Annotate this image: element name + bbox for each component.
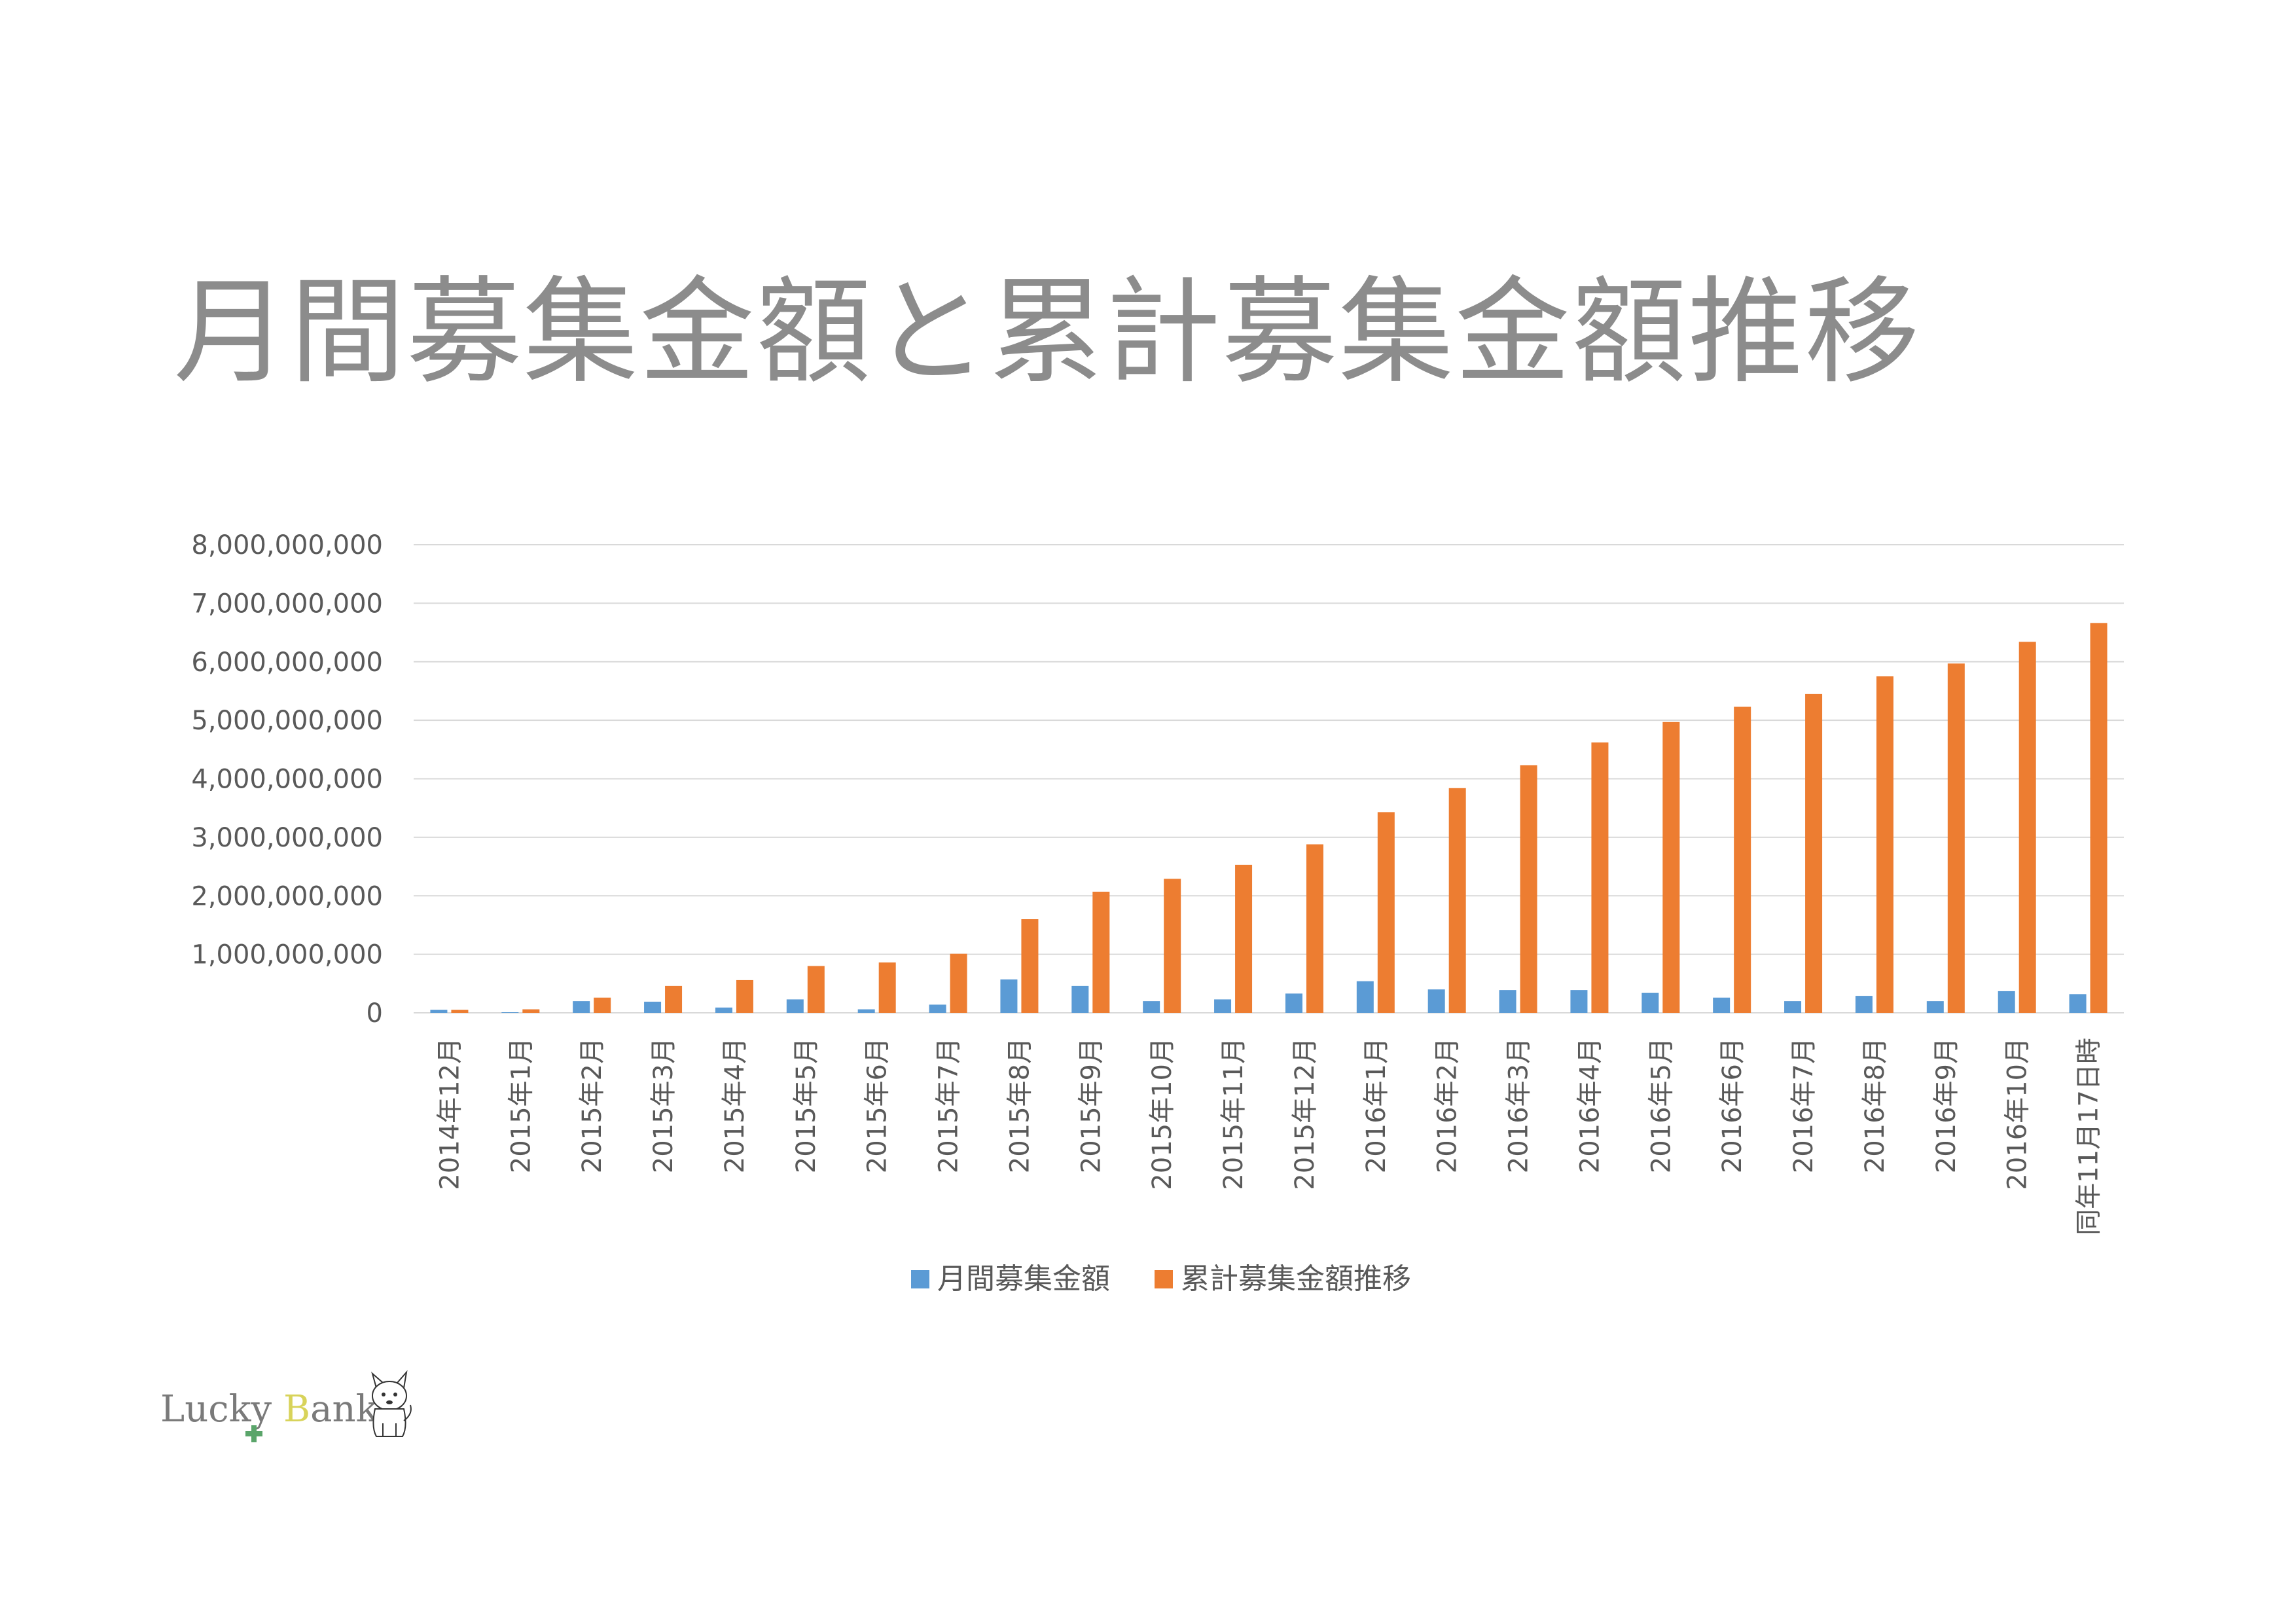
bar-cumulative	[1021, 919, 1039, 1013]
bar-cumulative	[878, 962, 896, 1013]
bar-monthly	[1071, 985, 1089, 1013]
logo-text-lucky: Lucky	[160, 1388, 272, 1431]
bar-monthly	[644, 1002, 662, 1013]
bar-cumulative	[451, 1010, 469, 1013]
x-tick-label: 2016年1月	[1361, 1038, 1391, 1173]
bar-monthly	[1713, 997, 1731, 1013]
x-tick-label: 2015年1月	[506, 1038, 536, 1173]
bar-monthly	[1926, 1001, 1944, 1013]
bar-monthly	[1285, 993, 1302, 1013]
bar-cumulative	[1662, 721, 1680, 1013]
y-tick-label: 1,000,000,000	[191, 940, 383, 970]
x-tick-label: 2016年7月	[1789, 1038, 1819, 1173]
bar-cumulative	[736, 979, 753, 1013]
lucky-bank-logo: Lucky Bank	[160, 1368, 422, 1447]
bar-cumulative	[1448, 788, 1466, 1013]
bar-monthly	[501, 1012, 519, 1013]
bar-cumulative	[1520, 765, 1537, 1013]
bar-monthly	[1356, 981, 1374, 1013]
plus-icon	[245, 1425, 262, 1442]
bar-monthly	[1641, 993, 1659, 1013]
bar-cumulative	[950, 953, 967, 1013]
bar-cumulative	[1377, 812, 1395, 1013]
bar-monthly	[786, 999, 804, 1013]
y-tick-label: 0	[367, 998, 383, 1029]
bar-monthly	[1214, 999, 1232, 1013]
x-tick-label: 2016年9月	[1931, 1038, 1962, 1173]
bar-cumulative	[2090, 623, 2108, 1013]
bar-cumulative	[1092, 891, 1110, 1013]
bar-monthly	[1570, 990, 1588, 1013]
bar-cumulative	[2018, 642, 2036, 1013]
page-title: 月間募集金額と累計募集金額推移	[173, 265, 1922, 399]
bar-cumulative	[807, 966, 825, 1013]
bar-cumulative	[1876, 676, 1893, 1013]
bar-cumulative	[1734, 706, 1751, 1013]
bar-cumulative	[1306, 844, 1323, 1013]
bar-monthly	[857, 1009, 875, 1013]
logo-text: Lucky Bank	[160, 1388, 378, 1431]
y-tick-label: 3,000,000,000	[191, 823, 383, 853]
bar-cumulative	[1947, 663, 1965, 1013]
x-tick-label: 2015年12月	[1290, 1038, 1320, 1190]
x-tick-label: 2014年12月	[435, 1038, 465, 1190]
x-tick-label: 2016年4月	[1575, 1038, 1605, 1173]
x-tick-label: 2015年6月	[863, 1038, 893, 1173]
x-tick-label: 2015年10月	[1147, 1038, 1177, 1190]
x-tick-label: 2016年3月	[1504, 1038, 1534, 1173]
x-tick-label: 2015年9月	[1076, 1038, 1106, 1173]
x-tick-label: 2016年5月	[1646, 1038, 1676, 1173]
bar-monthly	[715, 1007, 732, 1013]
x-tick-label: 2015年3月	[649, 1038, 679, 1173]
y-tick-label: 5,000,000,000	[191, 706, 383, 736]
logo-text-ank: ank	[310, 1388, 378, 1431]
bar-cumulative	[594, 997, 611, 1013]
y-tick-label: 4,000,000,000	[191, 765, 383, 795]
bar-cumulative	[1591, 742, 1609, 1013]
bar-monthly	[1143, 1001, 1160, 1013]
legend-swatch-cumulative	[1155, 1270, 1173, 1288]
bar-monthly	[1855, 996, 1873, 1013]
bar-monthly	[430, 1010, 448, 1013]
bar-monthly	[1000, 979, 1018, 1013]
dog-icon	[371, 1370, 412, 1437]
bar-cumulative	[665, 985, 683, 1013]
x-tick-label: 2015年7月	[934, 1038, 964, 1173]
x-tick-label: 2015年2月	[577, 1038, 607, 1173]
legend-label-cumulative: 累計募集金額推移	[1181, 1262, 1411, 1296]
bar-cumulative	[522, 1009, 540, 1013]
bar-monthly	[2069, 994, 2087, 1013]
x-tick-label: 2016年2月	[1433, 1038, 1463, 1173]
bar-monthly	[1998, 991, 2015, 1013]
x-tick-label: 2016年10月	[2003, 1038, 2033, 1190]
y-tick-label: 6,000,000,000	[191, 647, 383, 678]
bar-monthly	[1499, 990, 1516, 1013]
legend-label-monthly: 月間募集金額	[937, 1262, 1110, 1296]
logo-text-b: B	[283, 1388, 311, 1431]
x-tick-label: 同年11月17日時	[2074, 1038, 2104, 1235]
x-tick-label: 2015年4月	[720, 1038, 750, 1173]
bar-monthly	[1784, 1001, 1802, 1013]
y-tick-label: 8,000,000,000	[191, 530, 383, 560]
bar-monthly	[929, 1004, 946, 1013]
x-tick-label: 2015年5月	[791, 1038, 821, 1173]
x-tick-label: 2016年6月	[1717, 1038, 1748, 1173]
x-tick-label: 2015年11月	[1219, 1038, 1249, 1190]
bar-cumulative	[1805, 693, 1823, 1013]
bar-cumulative	[1235, 864, 1253, 1013]
x-tick-label: 2016年8月	[1860, 1038, 1890, 1173]
bar-monthly	[573, 1001, 590, 1013]
bar-monthly	[1427, 989, 1445, 1013]
y-tick-label: 2,000,000,000	[191, 881, 383, 911]
legend-swatch-monthly	[911, 1270, 929, 1288]
y-tick-label: 7,000,000,000	[191, 589, 383, 619]
x-tick-label: 2015年8月	[1005, 1038, 1035, 1173]
bar-cumulative	[1164, 879, 1181, 1013]
